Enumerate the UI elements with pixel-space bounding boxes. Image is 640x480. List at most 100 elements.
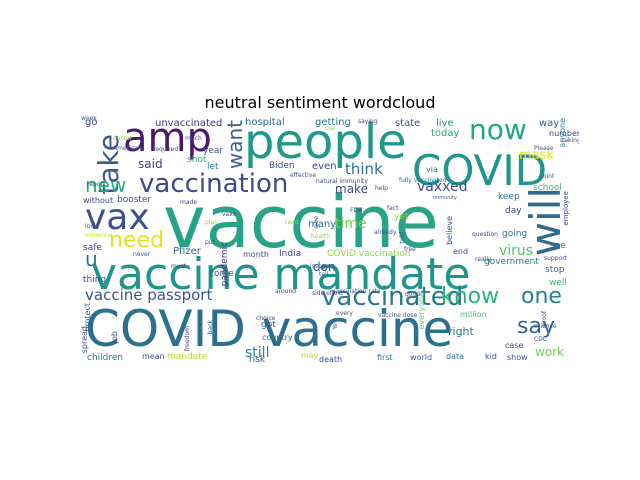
word-support: support bbox=[544, 255, 568, 262]
word-employee: employee bbox=[562, 191, 570, 226]
wordcloud: vaccine vaccine mandate COVID vaccine peopl… bbox=[81, 116, 579, 366]
word-help: help bbox=[375, 185, 388, 192]
word-give: give bbox=[313, 216, 320, 229]
word-vaccine-dose: vaccine dose bbox=[378, 312, 418, 319]
word-health: health bbox=[311, 233, 330, 240]
word-point: point bbox=[539, 173, 555, 180]
word-made: made bbox=[180, 199, 198, 206]
word-vaccine: vaccine bbox=[163, 180, 439, 264]
word-issue: issue bbox=[310, 263, 326, 270]
word-around: around bbox=[275, 288, 297, 295]
word-must: must bbox=[171, 263, 187, 270]
word-effective: effective bbox=[290, 172, 317, 179]
word-job: job bbox=[110, 331, 119, 344]
word-pandemic: pandemic bbox=[220, 242, 230, 287]
word-report: report bbox=[87, 181, 106, 188]
word-unvaccinated: unvaccinated bbox=[155, 118, 223, 129]
word-never: never bbox=[133, 251, 151, 258]
word-safe: safe bbox=[83, 243, 102, 253]
word-need: need bbox=[109, 228, 164, 253]
word-much: much bbox=[185, 135, 202, 142]
word-already: already bbox=[374, 229, 397, 236]
word-week: week bbox=[81, 116, 97, 122]
word-million: million bbox=[460, 310, 487, 319]
word-kid: kid bbox=[485, 352, 497, 361]
word-risk: risk bbox=[249, 355, 266, 365]
word-plan: plan bbox=[205, 219, 218, 226]
word-cdc: CDC bbox=[534, 336, 547, 343]
word-hospital: hospital bbox=[245, 117, 285, 128]
word-please: Please bbox=[534, 145, 554, 152]
word-one: one bbox=[521, 284, 562, 309]
word-new: new bbox=[85, 173, 127, 197]
word-tell: tell bbox=[319, 271, 329, 278]
word-think: think bbox=[345, 160, 383, 178]
word-may: may bbox=[301, 351, 319, 360]
word-freedom: freedom bbox=[184, 326, 191, 352]
word-science: science bbox=[534, 323, 557, 330]
word-stop: stop bbox=[545, 265, 565, 275]
word-doctor: doctor bbox=[113, 135, 133, 142]
word-thing: thing bbox=[83, 275, 107, 285]
word-side-effect: side effect bbox=[312, 290, 344, 297]
word-read: read bbox=[285, 219, 299, 226]
word-free: free bbox=[404, 246, 416, 253]
word-fully-vaccinated: fully vaccinated bbox=[399, 177, 447, 184]
word-look: look bbox=[85, 223, 98, 230]
word-good: good bbox=[405, 291, 420, 298]
chart-title: neutral sentiment wordcloud bbox=[204, 93, 436, 112]
word-believe: believe bbox=[445, 216, 454, 246]
word-see: see bbox=[550, 241, 566, 251]
word-school: school bbox=[533, 183, 562, 193]
word-live: live bbox=[436, 118, 454, 129]
word-know: know bbox=[441, 284, 500, 309]
word-day: day bbox=[505, 206, 522, 216]
word-required: required bbox=[153, 146, 179, 153]
word-right: right bbox=[448, 325, 474, 338]
word-vaxx: vaxx bbox=[222, 211, 237, 218]
word-state: state bbox=[395, 118, 421, 129]
word-first: first bbox=[377, 353, 393, 362]
word-shot: shot bbox=[187, 155, 207, 165]
word-vaccine-passport: vaccine passport bbox=[85, 286, 213, 304]
word-really: really bbox=[475, 256, 492, 263]
word-want: want bbox=[223, 120, 247, 170]
word-vax: vax bbox=[85, 197, 150, 238]
word-show: show bbox=[507, 353, 528, 362]
word-taking: taking bbox=[562, 137, 579, 144]
word-covid-vaccination: COVID vaccination bbox=[327, 249, 411, 259]
word-keep: keep bbox=[498, 192, 520, 202]
word-american: American bbox=[113, 145, 142, 152]
word-without: without bbox=[83, 196, 114, 205]
word-fact: fact bbox=[387, 205, 399, 212]
word-time: time bbox=[335, 216, 367, 232]
word-covid-vaccine: COVID vaccine bbox=[85, 300, 454, 358]
word-use: use bbox=[325, 125, 336, 132]
word-someone: someone bbox=[85, 232, 113, 239]
word-fda: FDA bbox=[350, 207, 363, 214]
word-vaccine-mandate: vaccine mandate bbox=[91, 249, 471, 300]
word-let: let bbox=[207, 162, 219, 172]
word-put: put bbox=[205, 239, 215, 246]
word-number: number bbox=[549, 129, 579, 138]
word-go: go bbox=[85, 117, 98, 128]
word-mean: mean bbox=[142, 352, 165, 361]
word-vaxxed: vaxxed bbox=[417, 179, 468, 195]
word-said: said bbox=[138, 157, 163, 171]
word-children: children bbox=[87, 353, 124, 363]
word-india: India bbox=[279, 249, 302, 259]
word-year: year bbox=[203, 146, 224, 156]
word-government: government bbox=[484, 257, 539, 267]
word-month: month bbox=[243, 250, 269, 259]
word-immunity: immunity bbox=[433, 195, 457, 201]
word-told: told bbox=[399, 232, 406, 244]
word-world: world bbox=[410, 353, 433, 362]
word-choice: choice bbox=[256, 315, 276, 322]
word-back: back bbox=[207, 320, 214, 335]
word-way: way bbox=[539, 118, 560, 129]
word-don: don bbox=[313, 260, 336, 274]
word-biden: Biden bbox=[269, 161, 295, 171]
word-end: end bbox=[453, 247, 469, 256]
word-u: u bbox=[85, 247, 98, 271]
word-natural-immunity: natural immunity bbox=[316, 178, 368, 185]
